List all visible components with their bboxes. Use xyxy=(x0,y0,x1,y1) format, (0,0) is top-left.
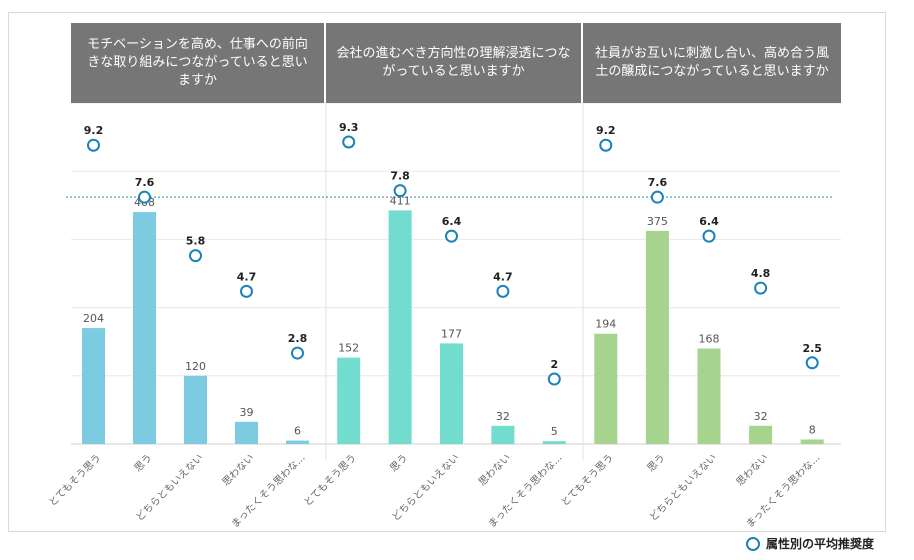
bar-value-label: 375 xyxy=(647,215,668,228)
bar xyxy=(184,375,207,444)
avg-score-label: 2.5 xyxy=(802,342,822,355)
bar-value-label: 194 xyxy=(595,318,616,331)
avg-score-marker xyxy=(138,190,151,204)
category-tick-label: 思う xyxy=(388,452,411,475)
avg-score-label: 6.4 xyxy=(699,215,719,228)
category-tick-label: 思わない xyxy=(734,452,771,489)
bar xyxy=(697,348,721,444)
bar-value-label: 5 xyxy=(551,425,558,438)
bar-value-label: 152 xyxy=(338,342,359,355)
bar-value-label: 120 xyxy=(185,360,206,373)
bar xyxy=(645,230,669,444)
panel-title-3: 社員がお互いに刺激し合い、高め合う風土の醸成につながっていると思いますか xyxy=(583,23,841,103)
bar-value-label: 177 xyxy=(441,327,462,340)
category-tick-label: 思う xyxy=(132,452,155,475)
avg-score-marker xyxy=(599,138,613,152)
avg-score-label: 7.8 xyxy=(390,170,410,183)
avg-score-label: 7.6 xyxy=(648,176,668,189)
bar-value-label: 39 xyxy=(240,406,254,419)
avg-score-marker xyxy=(445,229,458,243)
bar xyxy=(749,425,773,444)
bar xyxy=(388,210,412,444)
avg-score-marker xyxy=(805,356,819,370)
bar-value-label: 411 xyxy=(390,194,411,207)
legend: 属性別の平均推奨度 xyxy=(745,535,874,552)
bar xyxy=(800,439,824,444)
avg-score-marker xyxy=(547,372,561,386)
avg-score-label: 2.8 xyxy=(288,332,308,345)
bar xyxy=(133,212,156,444)
bar-value-label: 168 xyxy=(699,333,720,346)
category-tick-label: とてもそう思う xyxy=(559,452,616,509)
bar xyxy=(542,441,566,444)
avg-score-label: 2 xyxy=(550,358,558,371)
bar-value-label: 204 xyxy=(83,312,104,325)
bar xyxy=(337,357,361,444)
avg-score-marker xyxy=(189,249,202,263)
bar-value-label: 8 xyxy=(809,423,816,436)
avg-score-marker xyxy=(240,284,253,298)
bar-value-label: 32 xyxy=(496,410,510,423)
category-tick-label: とてもそう思う xyxy=(302,452,359,509)
avg-score-marker xyxy=(87,138,100,152)
avg-score-label: 6.4 xyxy=(442,215,462,228)
avg-score-marker xyxy=(342,135,356,149)
legend-marker-icon xyxy=(745,536,760,551)
avg-score-label: 9.2 xyxy=(596,124,616,137)
panel-title-2: 会社の進むべき方向性の理解浸透につながっていると思いますか xyxy=(326,23,581,103)
avg-score-marker xyxy=(496,284,510,298)
avg-score-marker xyxy=(650,190,664,204)
bar xyxy=(235,421,258,444)
bar-value-label: 6 xyxy=(294,425,301,438)
avg-score-label: 9.2 xyxy=(84,124,104,137)
avg-score-label: 4.7 xyxy=(493,270,513,283)
category-tick-label: 思わない xyxy=(476,452,513,489)
category-tick-label: 思う xyxy=(645,452,668,475)
avg-score-label: 4.8 xyxy=(751,267,771,280)
bar-value-label: 32 xyxy=(754,410,768,423)
panel-title-1: モチベーションを高め、仕事への前向きな取り組みにつながっていると思いますか xyxy=(71,23,324,103)
avg-score-marker xyxy=(754,281,768,295)
category-tick-label: とてもそう思う xyxy=(46,452,103,509)
avg-score-marker xyxy=(291,346,304,360)
bar xyxy=(440,343,463,444)
bar xyxy=(491,425,515,444)
bar xyxy=(286,440,309,444)
legend-label: 属性別の平均推奨度 xyxy=(765,537,874,551)
avg-score-label: 5.8 xyxy=(186,235,206,248)
avg-score-label: 9.3 xyxy=(339,121,359,134)
avg-score-label: 7.6 xyxy=(135,176,155,189)
category-tick-label: 思わない xyxy=(220,452,257,489)
avg-score-marker xyxy=(393,184,407,198)
avg-score-label: 4.7 xyxy=(237,270,257,283)
bar xyxy=(594,333,618,444)
bar xyxy=(82,328,105,444)
avg-score-marker xyxy=(702,229,716,243)
